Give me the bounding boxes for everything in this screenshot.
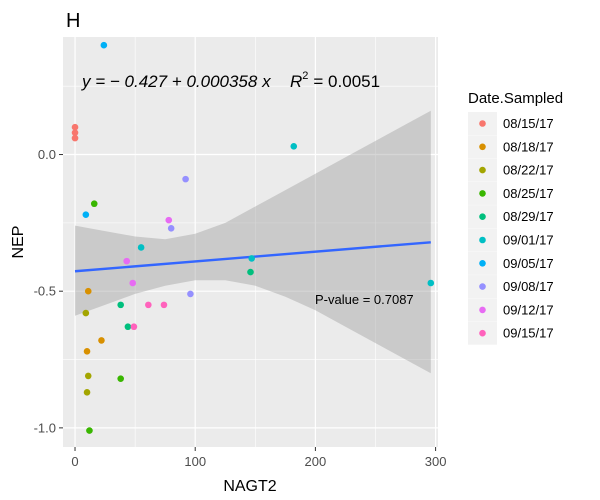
data-point [82,309,90,317]
legend-marker [479,260,486,267]
legend-label: 09/08/17 [503,279,554,294]
data-point [71,123,79,131]
data-point [130,323,138,331]
data-point [167,225,175,232]
x-axis-title: NAGT2 [223,478,276,495]
data-point [290,143,298,150]
legend-label: 09/05/17 [503,256,554,271]
legend-label: 08/22/17 [503,163,554,178]
legend-marker [479,283,486,290]
x-tick-label: 100 [184,454,206,469]
legend-marker [479,143,486,151]
p-value-annotation: P-value = 0.7087 [315,292,414,307]
data-point [129,279,137,287]
legend-label: 09/15/17 [503,326,554,341]
minor-grid [63,37,438,447]
data-point [427,279,435,287]
data-point [145,301,152,309]
legend-marker [479,329,486,337]
data-point [124,323,132,331]
data-point [117,301,124,309]
legend-title: Date.Sampled [468,90,563,107]
legend-marker [479,120,486,127]
data-point [100,41,108,49]
data-points [71,41,435,434]
x-axis: 0 100 200 300 [71,447,446,469]
major-grid [63,37,438,447]
data-point [182,175,189,183]
data-point [83,348,91,355]
data-point [86,427,93,434]
legend-label: 09/12/17 [503,302,554,317]
panel-label: H [66,10,80,32]
r2-symbol: R [290,72,302,91]
legend-label: 08/29/17 [503,209,554,224]
r2-value: = 0.0051 [313,72,380,91]
data-point [117,375,124,382]
y-axis: -1.0 -0.5 0.0 [34,147,63,435]
legend-label: 08/15/17 [503,116,554,131]
legend-marker [479,213,486,220]
data-point [90,200,98,208]
x-tick-label: 0 [71,454,78,469]
legend-marker [479,166,486,174]
data-point [84,287,92,295]
legend-marker [479,236,486,244]
y-tick-label: 0.0 [38,147,56,162]
data-point [83,389,91,396]
data-point [98,337,105,344]
x-tick-label: 200 [305,454,327,469]
data-point [71,134,79,142]
data-point [248,255,256,262]
legend-label: 08/18/17 [503,139,554,154]
y-tick-label: -1.0 [34,420,56,435]
r-squared-annotation: R2 = 0.0051 [290,70,380,91]
confidence-band [75,110,431,374]
legend-marker [479,190,486,197]
data-point [82,211,90,218]
data-point [137,244,145,251]
data-point [160,301,168,309]
data-point [187,290,194,298]
y-tick-label: -0.5 [34,284,56,299]
regression-equation: y = − 0.427 + 0.000358 x [81,72,271,91]
legend: 08/15/17 08/18/17 08/22/17 08/25/17 08/29/17… [468,112,554,345]
legend-label: 09/01/17 [503,233,554,248]
data-point [84,372,92,380]
r2-superscript: 2 [302,70,308,82]
x-tick-label: 300 [425,454,447,469]
legend-label: 08/25/17 [503,186,554,201]
data-point [123,257,131,265]
data-point [71,129,79,136]
data-point [165,216,173,224]
data-point [247,268,254,276]
y-axis-title: NEP [10,226,27,259]
legend-marker [479,306,486,314]
